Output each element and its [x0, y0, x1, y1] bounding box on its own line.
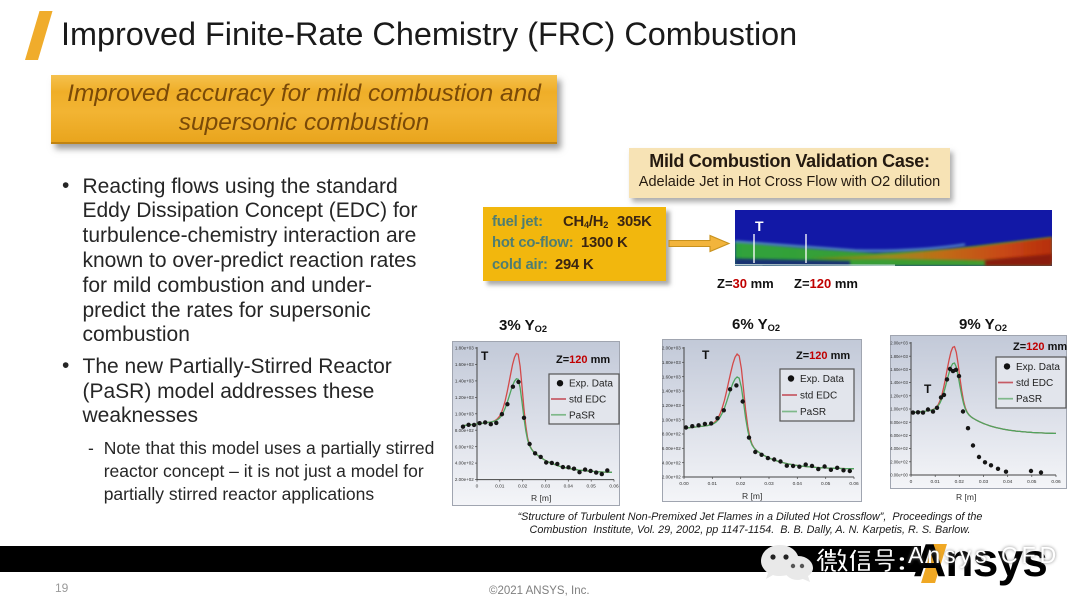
svg-text:1.60e+03: 1.60e+03 — [455, 362, 474, 367]
svg-text:8.00e+02: 8.00e+02 — [890, 420, 908, 425]
svg-text:Exp. Data: Exp. Data — [800, 374, 844, 385]
svg-text:1.00e+03: 1.00e+03 — [455, 411, 474, 416]
svg-text:0.02: 0.02 — [518, 484, 528, 490]
svg-text:2.00e+03: 2.00e+03 — [662, 346, 681, 351]
svg-text:0.04: 0.04 — [1003, 479, 1013, 485]
svg-text:0: 0 — [476, 484, 479, 490]
svg-text:std EDC: std EDC — [800, 391, 837, 402]
svg-text:0.05: 0.05 — [587, 484, 597, 490]
svg-text:1.80e+03: 1.80e+03 — [890, 354, 908, 359]
svg-text:8.00e+02: 8.00e+02 — [455, 428, 474, 433]
svg-text:0.01: 0.01 — [708, 481, 718, 487]
svg-text:0.04: 0.04 — [793, 481, 803, 487]
svg-text:0.03: 0.03 — [764, 481, 774, 487]
svg-text:T: T — [755, 218, 764, 234]
svg-text:2.00e+02: 2.00e+02 — [455, 477, 474, 482]
svg-text:0.02: 0.02 — [736, 481, 746, 487]
svg-text:PaSR: PaSR — [1016, 394, 1042, 405]
svg-text:2.00e+03: 2.00e+03 — [890, 341, 908, 346]
svg-text:6.00e+02: 6.00e+02 — [662, 446, 681, 451]
svg-text:0.00e+00: 0.00e+00 — [890, 473, 908, 478]
svg-text:8.00e+02: 8.00e+02 — [662, 432, 681, 437]
svg-text:std EDC: std EDC — [569, 395, 606, 406]
svg-text:1.00e+03: 1.00e+03 — [662, 417, 681, 422]
svg-text:0.05: 0.05 — [821, 481, 831, 487]
svg-text:Z=120 mm: Z=120 mm — [556, 354, 610, 366]
svg-text:0.06: 0.06 — [1051, 479, 1061, 485]
svg-text:0.03: 0.03 — [979, 479, 989, 485]
svg-text:Exp. Data: Exp. Data — [1016, 362, 1060, 373]
svg-text:1.20e+03: 1.20e+03 — [455, 395, 474, 400]
svg-text:0.00: 0.00 — [679, 481, 689, 487]
svg-text:1.40e+03: 1.40e+03 — [455, 379, 474, 384]
svg-text:Exp. Data: Exp. Data — [569, 379, 613, 390]
svg-text:std EDC: std EDC — [1016, 378, 1053, 389]
svg-text:T: T — [702, 348, 710, 362]
svg-text:0.01: 0.01 — [495, 484, 505, 490]
svg-text:Z=120 mm: Z=120 mm — [796, 350, 850, 362]
svg-text:4.00e+02: 4.00e+02 — [662, 460, 681, 465]
svg-text:0.06: 0.06 — [609, 484, 619, 490]
svg-text:1.40e+03: 1.40e+03 — [890, 380, 908, 385]
svg-text:T: T — [481, 349, 489, 363]
svg-text:0.03: 0.03 — [541, 484, 551, 490]
svg-text:2.00e+02: 2.00e+02 — [662, 475, 681, 480]
svg-text:1.80e+03: 1.80e+03 — [455, 346, 474, 351]
svg-text:0.04: 0.04 — [564, 484, 574, 490]
svg-text:1.20e+03: 1.20e+03 — [890, 393, 908, 398]
svg-text:0.02: 0.02 — [955, 479, 965, 485]
svg-text:6.00e+02: 6.00e+02 — [455, 444, 474, 449]
svg-text:6.00e+02: 6.00e+02 — [890, 433, 908, 438]
svg-text:PaSR: PaSR — [800, 407, 826, 418]
svg-text:0: 0 — [910, 479, 913, 485]
svg-text:PaSR: PaSR — [569, 410, 595, 421]
svg-text:1.80e+03: 1.80e+03 — [662, 360, 681, 365]
svg-text:Z=120 mm: Z=120 mm — [1013, 341, 1067, 353]
svg-text:4.00e+02: 4.00e+02 — [455, 461, 474, 466]
svg-text:0.01: 0.01 — [931, 479, 941, 485]
svg-text:1.00e+03: 1.00e+03 — [890, 407, 908, 412]
svg-text:1.60e+03: 1.60e+03 — [890, 367, 908, 372]
svg-text:4.00e+02: 4.00e+02 — [890, 446, 908, 451]
svg-text:2.00e+02: 2.00e+02 — [890, 459, 908, 464]
svg-text:1.20e+03: 1.20e+03 — [662, 403, 681, 408]
svg-text:1.60e+03: 1.60e+03 — [662, 374, 681, 379]
svg-text:0.05: 0.05 — [1027, 479, 1037, 485]
svg-text:T: T — [924, 382, 932, 396]
svg-text:1.40e+03: 1.40e+03 — [662, 389, 681, 394]
svg-text:0.06: 0.06 — [849, 481, 859, 487]
